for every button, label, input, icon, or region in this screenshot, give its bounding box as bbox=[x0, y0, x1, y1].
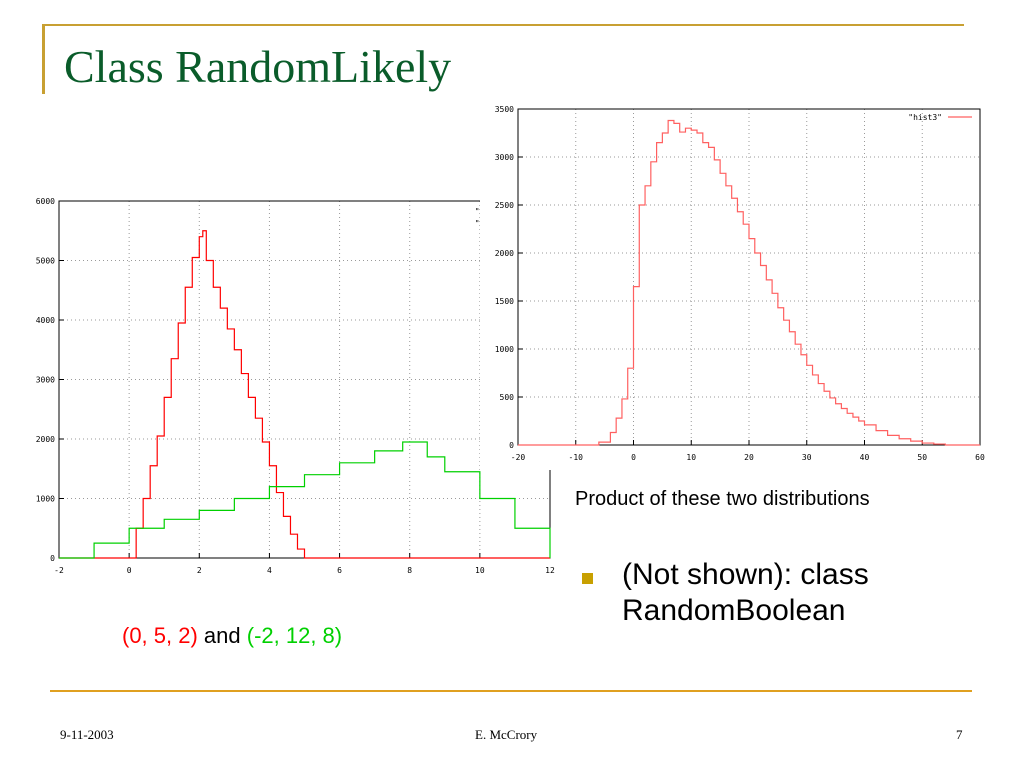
y-tick-label: 2000 bbox=[495, 249, 514, 258]
y-tick-label: 1000 bbox=[495, 345, 514, 354]
x-tick-label: 2 bbox=[197, 566, 202, 575]
histogram-left-plot: -20246810120100020003000400050006000"his… bbox=[22, 190, 562, 585]
histogram-left-svg: -20246810120100020003000400050006000"his… bbox=[36, 197, 555, 575]
x-tick-label: -2 bbox=[54, 566, 64, 575]
x-tick-label: 10 bbox=[475, 566, 485, 575]
x-tick-label: -10 bbox=[569, 453, 584, 462]
footer-author: E. McCrory bbox=[475, 727, 538, 742]
series-line-1 bbox=[518, 119, 980, 446]
x-tick-label: 4 bbox=[267, 566, 272, 575]
green-params: (-2, 12, 8) bbox=[246, 623, 343, 648]
footer-rule bbox=[50, 690, 972, 692]
x-tick-label: 60 bbox=[975, 453, 985, 462]
legend-label: "hist3" bbox=[908, 113, 942, 122]
x-tick-label: 0 bbox=[631, 453, 636, 462]
y-tick-label: 0 bbox=[50, 554, 55, 563]
plot-frame bbox=[58, 200, 551, 559]
distribution-caption: (0, 5, 2) and (-2, 12, 8) bbox=[122, 623, 342, 649]
y-tick-label: 4000 bbox=[36, 316, 55, 325]
x-tick-label: 20 bbox=[744, 453, 754, 462]
x-tick-label: 10 bbox=[686, 453, 696, 462]
x-tick-label: 50 bbox=[917, 453, 927, 462]
footer-date: 9-11-2003 bbox=[60, 727, 114, 742]
x-tick-label: 6 bbox=[337, 566, 342, 575]
y-tick-label: 3000 bbox=[495, 153, 514, 162]
y-tick-label: 6000 bbox=[36, 197, 55, 206]
x-tick-label: 0 bbox=[127, 566, 132, 575]
y-tick-label: 1000 bbox=[36, 495, 55, 504]
x-tick-label: 12 bbox=[545, 566, 555, 575]
accent-rule-top bbox=[42, 24, 964, 26]
series-line-2 bbox=[59, 441, 551, 559]
y-tick-label: 2500 bbox=[495, 201, 514, 210]
y-tick-label: 3000 bbox=[36, 376, 55, 385]
series-line-1 bbox=[59, 230, 550, 559]
x-tick-label: -20 bbox=[511, 453, 526, 462]
x-tick-label: 30 bbox=[802, 453, 812, 462]
red-params: (0, 5, 2) bbox=[122, 623, 198, 648]
accent-rule-left bbox=[42, 24, 45, 94]
histogram-product-svg: -20 -10 0 10 20 30 40 50 60 0 500 1000 1500 2000 2500 3… bbox=[495, 105, 985, 462]
bullet-text: (Not shown): class RandomBoolean bbox=[622, 558, 869, 627]
y-tick-label: 500 bbox=[500, 393, 515, 402]
product-caption: Product of these two distributions bbox=[575, 488, 870, 510]
x-tick-label: 8 bbox=[407, 566, 412, 575]
y-tick-label: 0 bbox=[509, 441, 514, 450]
y-tick-label: 1500 bbox=[495, 297, 514, 306]
bullet-marker-icon bbox=[582, 573, 593, 584]
y-tick-label: 2000 bbox=[36, 435, 55, 444]
footer-page-number: 7 bbox=[956, 727, 963, 742]
y-tick-label: 5000 bbox=[36, 257, 55, 266]
histogram-product-plot: -20 -10 0 10 20 30 40 50 60 0 500 1000 1500 2000 2500 3… bbox=[480, 98, 995, 470]
slide-title: Class RandomLikely bbox=[64, 41, 452, 92]
y-tick-label: 3500 bbox=[495, 105, 514, 114]
plot-frame bbox=[517, 108, 981, 446]
caption-and: and bbox=[197, 623, 247, 648]
x-tick-label: 40 bbox=[860, 453, 870, 462]
